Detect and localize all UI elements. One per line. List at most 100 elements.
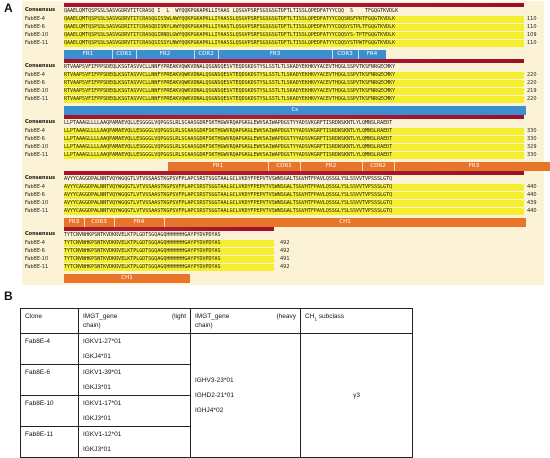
header-subclass-sub: 1 <box>314 316 317 322</box>
consensus-bar <box>64 59 524 63</box>
sequence-row: Fab8E-11 LLPTAAAGLLLLAAQPAMAEVQLLESGGGLVQ… <box>22 152 544 159</box>
residue-count: 110 <box>527 24 537 30</box>
consensus-sequence: QAAELQMTQSPSSLSASVGDRVTITCRASQ I L WYQQK… <box>64 8 399 14</box>
region-separator <box>358 50 359 59</box>
consensus-label: Consensus <box>25 63 56 69</box>
header-clone: Clone <box>20 308 79 334</box>
residue-count: 492 <box>280 248 290 254</box>
residue-sequence: RTVAAPSVFIFPPSDEQLKSGTASVVCLLNNFYPREAKVQ… <box>64 80 524 87</box>
header-subclass-main: CH <box>305 313 315 320</box>
sequence-row: Fab8E-11 QAAELQMTQSPSSLSASVGDRVTITCRASQSI… <box>22 40 544 47</box>
region-separator <box>84 218 85 227</box>
region-bar: FR2 <box>300 162 362 171</box>
table-row: Fab8E-10 IGKV1-17*01 IGKJ3*01 <box>20 395 413 427</box>
light-j-gene: IGKJ4*01 <box>83 353 111 360</box>
header-light-b: (light <box>171 313 186 320</box>
region-bar: CDR3 <box>332 50 358 59</box>
alignment-block: Consensus LLPTAAAGLLLLAAQPAMAEVQLLESGGGLV… <box>22 115 550 171</box>
residue-sequence: LLPTAAAGLLLLAAQPAMAEVQLLESGGGLVQPGGSLRLS… <box>64 136 524 143</box>
panel-b-label: B <box>4 289 13 303</box>
residue-sequence: LLPTAAAGLLLLAAQPAMAEVQLLESGGGLVQPGGSLRLS… <box>64 128 524 135</box>
light-v-gene: IGKV1-27*01 <box>83 338 122 345</box>
region-separator <box>136 50 137 59</box>
region-label: CH1 <box>121 275 133 281</box>
residue-sequence: AVYYCAGGDPALNNTVQYWGQGTLVTVSSAASTKGPSVFP… <box>64 200 524 207</box>
region-separator <box>164 218 165 227</box>
region-bar: FR4 <box>358 50 386 59</box>
residue-count: 330 <box>527 136 537 142</box>
sequence-row: Fab8E-6 TYTCNVNHKPSNTKVDKRVELKTPLGDTSGQAG… <box>22 248 544 255</box>
alignment-block: Consensus RTVAAPSVFIFPPSDEQLKSGTASVVCLLNN… <box>22 59 544 115</box>
clone-name: Fab8E-6 <box>25 136 45 142</box>
residue-count: 220 <box>527 72 537 78</box>
residue-count: 491 <box>280 256 290 262</box>
region-bar: FR1 <box>64 50 112 59</box>
region-label: Cκ <box>291 107 299 113</box>
region-bar: CDR1 <box>112 50 136 59</box>
residue-count: 330 <box>527 152 537 158</box>
table-header-row: Clone IMGT_gene (light chain) IMGT_gene … <box>20 308 413 334</box>
alignment-block: Consensus AVYYCAGGDPALNNTVQYWGQGTLVTVSSAA… <box>22 171 544 227</box>
light-j-gene: IGKJ3*01 <box>83 446 111 453</box>
heavy-gene-cell: IGHV3-23*01 IGHD2-21*01 IGHJ4*02 <box>190 333 301 458</box>
residue-sequence: QAAELQMTQSPSSLSASVGDRVTITCRASQSISSYLNWYQ… <box>64 40 524 47</box>
clone-name: Fab8E-10 <box>25 200 49 206</box>
clone-name: Fab8E-10 <box>25 32 49 38</box>
header-light-a: IMGT_gene <box>83 313 118 320</box>
heavy-j-gene: IGHJ4*02 <box>195 407 224 414</box>
sequence-alignment-panel: Consensus QAAELQMTQSPSSLSASVGDRVTITCRASQ … <box>22 1 550 285</box>
region-bar: FR4 <box>114 218 164 227</box>
region-label: CDR2 <box>198 51 214 57</box>
region-bar: Cκ <box>64 106 526 115</box>
consensus-sequence: RTVAAPSVFIFPPSDEQLKSGTASVVCLLNNFYPREAKVQ… <box>64 64 396 70</box>
heavy-d-gene: IGHD2-21*01 <box>195 392 235 399</box>
consensus-bar <box>64 3 524 7</box>
region-separator <box>194 50 195 59</box>
light-gene-cell: IGKV1-12*01 IGKJ3*01 <box>78 426 191 458</box>
residue-sequence: RTVAAPSVFIFPPSDEQLKSGTASVVCLLNNFYPREAKVQ… <box>64 88 524 95</box>
light-v-gene: IGKV1-12*01 <box>83 431 122 438</box>
region-bar: CDR3 <box>84 218 114 227</box>
clone-cell: Fab8E-6 <box>20 364 79 396</box>
residue-count: 219 <box>527 88 537 94</box>
consensus-label: Consensus <box>25 175 56 181</box>
light-j-gene: IGKJ3*01 <box>83 415 111 422</box>
header-subclass: CH1 subclass <box>300 308 413 334</box>
header-heavy-b: (heavy <box>276 313 296 320</box>
clone-name: Fab8E-11 <box>25 208 49 214</box>
sequence-row: Fab8E-10 LLPTAAAGLLLLAAQPAMAEVQLLESGGGLVQ… <box>22 144 544 151</box>
consensus-label: Consensus <box>25 119 56 125</box>
header-heavy-a: IMGT_gene <box>195 313 230 320</box>
region-label: CH1 <box>339 219 351 225</box>
region-label: FR3 <box>68 219 80 225</box>
clone-name: Fab8E-4 <box>25 72 45 78</box>
residue-sequence: LLPTAAAGLLLLAAQPAMAEVQLLESGGGLVQPGGSLRLS… <box>64 144 524 151</box>
light-j-gene: IGKJ3*01 <box>83 384 111 391</box>
clone-name: Fab8E-4 <box>25 184 45 190</box>
sequence-row: Fab8E-6 AVYYCAGGDPALNNTVQYWGQGTLVTVSSAAST… <box>22 192 544 199</box>
sequence-row: Fab8E-10 TYTCNVNHKPSNTKVDKRVELKTPLGDTSGQA… <box>22 256 544 263</box>
residue-count: 110 <box>527 40 537 46</box>
panel-a-label: A <box>4 1 13 15</box>
residue-count: 492 <box>280 240 290 246</box>
region-bar: CDR2 <box>194 50 218 59</box>
clone-name: Fab8E-4 <box>25 128 45 134</box>
light-gene-cell: IGKV1-27*01 IGKJ4*01 <box>78 333 191 365</box>
sequence-row: Fab8E-4 TYTCNVNHKPSNTKVDKRVELKTPLGDTSGQAG… <box>22 240 544 247</box>
light-v-gene: IGKV1-17*01 <box>83 400 122 407</box>
residue-count: 330 <box>527 128 537 134</box>
consensus-label: Consensus <box>25 231 56 237</box>
alignment-block: Consensus QAAELQMTQSPSSLSASVGDRVTITCRASQ … <box>22 3 544 59</box>
consensus-sequence: LLPTAAAGLLLLAAQPAMAEVQLLESGGGLVQPGGSLRLS… <box>64 120 393 126</box>
residue-sequence: AVYYCAGGDPALNNTVQYWGQGTLVTVSSAASTKGPSVFP… <box>64 208 524 215</box>
table-row: Fab8E-6 IGKV1-39*01 IGKJ3*01 <box>20 364 413 396</box>
region-label: CDR2 <box>370 163 386 169</box>
region-bar: CDR1 <box>268 162 300 171</box>
clone-name: Fab8E-11 <box>25 40 49 46</box>
clone-name: Fab8E-11 <box>25 152 49 158</box>
residue-sequence: QAAELQMTQSPSSLSASVGDRITITCRASQDISNYLAWYQ… <box>64 24 524 31</box>
residue-count: 439 <box>527 200 537 206</box>
region-label: CDR3 <box>337 51 353 57</box>
region-separator <box>218 50 219 59</box>
region-label: FR3 <box>468 163 480 169</box>
